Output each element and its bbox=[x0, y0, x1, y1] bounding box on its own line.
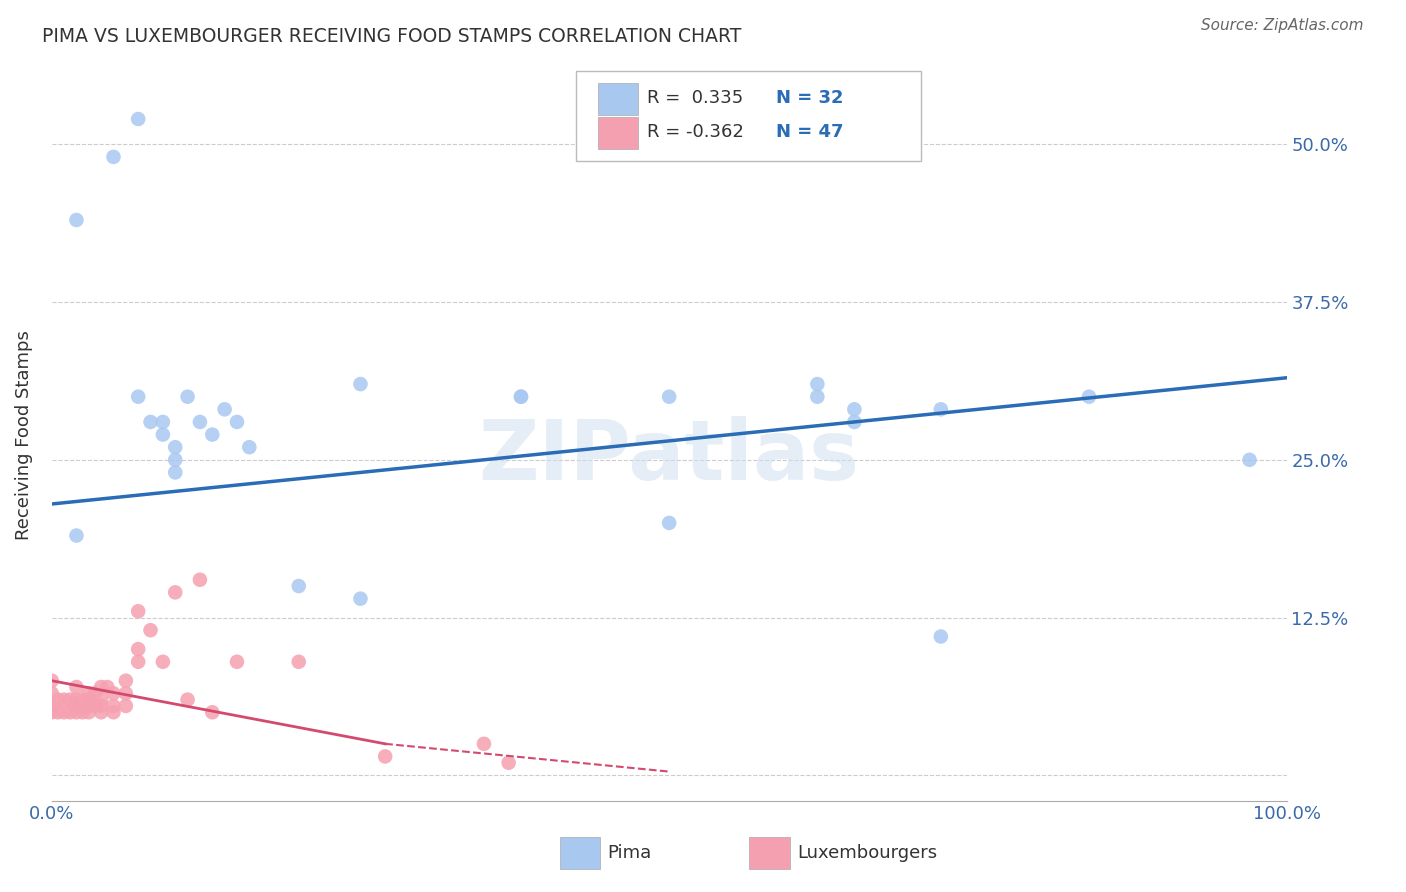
Point bbox=[41, 698, 63, 713]
Point bbox=[115, 686, 138, 700]
Point bbox=[53, 706, 76, 720]
Point bbox=[226, 655, 249, 669]
Point bbox=[103, 698, 125, 713]
Point bbox=[84, 698, 107, 713]
Point bbox=[806, 390, 828, 404]
Text: ZIPatlas: ZIPatlas bbox=[478, 416, 859, 497]
Point bbox=[152, 415, 174, 429]
Point bbox=[65, 528, 87, 542]
Point bbox=[115, 673, 138, 688]
Point bbox=[127, 655, 149, 669]
Point bbox=[96, 680, 118, 694]
Point bbox=[65, 692, 87, 706]
Point bbox=[188, 573, 211, 587]
Point bbox=[115, 698, 138, 713]
Point bbox=[806, 377, 828, 392]
Point bbox=[510, 390, 533, 404]
Point bbox=[176, 692, 198, 706]
Point bbox=[65, 698, 87, 713]
Point bbox=[139, 624, 162, 638]
Point bbox=[165, 466, 187, 480]
Text: R =  0.335: R = 0.335 bbox=[647, 89, 742, 107]
Point bbox=[139, 415, 162, 429]
Text: Source: ZipAtlas.com: Source: ZipAtlas.com bbox=[1201, 18, 1364, 33]
Point bbox=[510, 390, 533, 404]
Point bbox=[77, 692, 100, 706]
Point bbox=[65, 213, 87, 227]
Point bbox=[103, 686, 125, 700]
Point bbox=[349, 377, 371, 392]
Text: Pima: Pima bbox=[607, 844, 651, 862]
Point bbox=[929, 630, 952, 644]
Point bbox=[1239, 452, 1261, 467]
Point bbox=[165, 585, 187, 599]
Point bbox=[844, 402, 866, 417]
Point bbox=[41, 706, 63, 720]
Point bbox=[46, 706, 69, 720]
Point bbox=[59, 692, 82, 706]
Point bbox=[77, 706, 100, 720]
Text: N = 32: N = 32 bbox=[776, 89, 844, 107]
Point bbox=[59, 706, 82, 720]
Point bbox=[658, 390, 681, 404]
Point bbox=[127, 604, 149, 618]
Point bbox=[127, 642, 149, 657]
Point bbox=[226, 415, 249, 429]
Point bbox=[349, 591, 371, 606]
Point bbox=[53, 692, 76, 706]
Point bbox=[77, 698, 100, 713]
Point bbox=[844, 415, 866, 429]
Text: PIMA VS LUXEMBOURGER RECEIVING FOOD STAMPS CORRELATION CHART: PIMA VS LUXEMBOURGER RECEIVING FOOD STAM… bbox=[42, 27, 741, 45]
Point bbox=[72, 706, 94, 720]
Point bbox=[90, 698, 112, 713]
Point bbox=[929, 402, 952, 417]
Point bbox=[472, 737, 495, 751]
Point bbox=[165, 452, 187, 467]
Point bbox=[103, 706, 125, 720]
Point bbox=[1078, 390, 1101, 404]
Point bbox=[41, 673, 63, 688]
Point bbox=[287, 655, 309, 669]
Point bbox=[77, 686, 100, 700]
Point bbox=[90, 706, 112, 720]
Point bbox=[152, 427, 174, 442]
Point bbox=[65, 706, 87, 720]
Point bbox=[238, 440, 260, 454]
Text: R = -0.362: R = -0.362 bbox=[647, 123, 744, 141]
Point bbox=[90, 680, 112, 694]
Point bbox=[374, 749, 396, 764]
Point bbox=[214, 402, 236, 417]
Point bbox=[176, 390, 198, 404]
Point bbox=[188, 415, 211, 429]
Point bbox=[65, 680, 87, 694]
Text: N = 47: N = 47 bbox=[776, 123, 844, 141]
Point bbox=[127, 390, 149, 404]
Point bbox=[127, 112, 149, 126]
Point bbox=[498, 756, 520, 770]
Point bbox=[90, 692, 112, 706]
Point bbox=[287, 579, 309, 593]
Y-axis label: Receiving Food Stamps: Receiving Food Stamps bbox=[15, 330, 32, 540]
Point bbox=[72, 692, 94, 706]
Point bbox=[46, 692, 69, 706]
Point bbox=[103, 150, 125, 164]
Point bbox=[84, 686, 107, 700]
Point bbox=[41, 686, 63, 700]
Text: Luxembourgers: Luxembourgers bbox=[797, 844, 938, 862]
Point bbox=[152, 655, 174, 669]
Point bbox=[201, 706, 224, 720]
Point bbox=[165, 440, 187, 454]
Point bbox=[201, 427, 224, 442]
Point bbox=[658, 516, 681, 530]
